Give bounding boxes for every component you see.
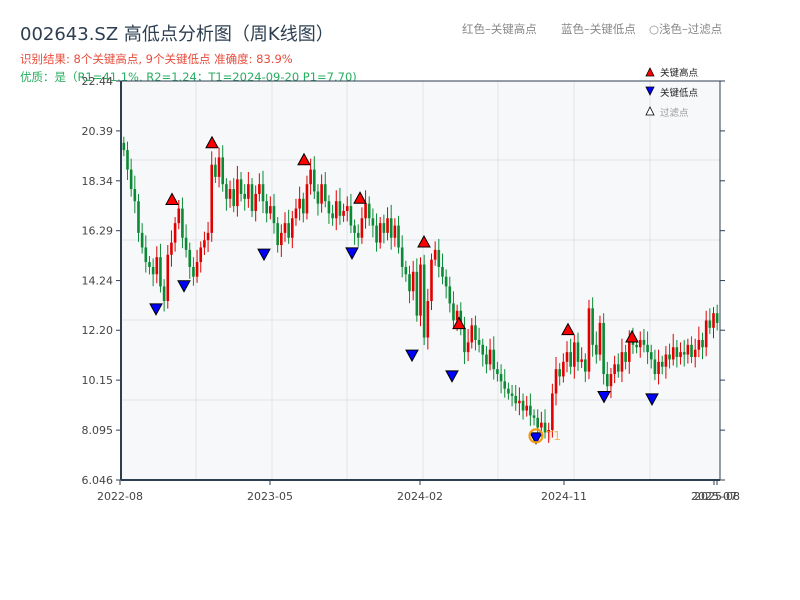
- key-low-marker: [177, 280, 191, 293]
- x-tick-label: 2023-05: [247, 490, 293, 503]
- y-tick-label: 14.24: [82, 275, 114, 288]
- key-high-marker: [165, 192, 179, 205]
- t1-label: T1: [545, 429, 561, 443]
- key-low-marker: [149, 303, 163, 316]
- hint-filtered: ○浅色–过滤点: [649, 22, 723, 36]
- key-low-marker: [445, 370, 459, 383]
- x-tick-label: 2025-08: [694, 490, 740, 503]
- axes: 6.046 8.095 10.15 12.20 14.24 16.29 18.34 20.39…: [82, 75, 740, 503]
- y-tick-label: 6.046: [82, 474, 114, 487]
- key-low-marker: [345, 247, 359, 260]
- legend: 关键高点 关键低点 过滤点: [645, 67, 699, 119]
- y-tick-label: 8.095: [82, 424, 114, 437]
- key-low-marker: [597, 391, 611, 404]
- x-tick-label: 2022-08: [97, 490, 143, 503]
- legend-low-label: 关键低点: [660, 87, 699, 99]
- hint-low: 蓝色–关键低点: [561, 22, 636, 36]
- key-high-marker: [205, 135, 219, 149]
- legend-filtered-label: 过滤点: [660, 107, 689, 119]
- y-tick-label: 16.29: [82, 225, 114, 238]
- y-tick-label: 22.44: [82, 75, 114, 88]
- key-high-marker: [561, 322, 575, 336]
- y-tick-label: 20.39: [82, 125, 114, 138]
- key-low-marker: [405, 349, 419, 363]
- legend-high-label: 关键高点: [660, 67, 699, 79]
- key-high-marker: [417, 234, 431, 248]
- filtered-marker-icon: [645, 106, 655, 116]
- candles: [122, 136, 719, 443]
- key-high-marker: [353, 191, 367, 204]
- hint-high: 红色–关键高点: [462, 22, 537, 36]
- x-tick-label: 2024-02: [397, 490, 443, 503]
- key-low-marker: [529, 432, 543, 445]
- chart-title: 002643.SZ 高低点分析图（周K线图）: [20, 24, 334, 45]
- key-low-marker: [645, 393, 659, 406]
- high-marker-icon: [645, 67, 655, 77]
- x-tick-label: 2025-07: [691, 490, 737, 503]
- x-tick-label: 2024-11: [541, 490, 587, 503]
- key-high-marker: [452, 316, 466, 330]
- key-high-marker: [297, 152, 311, 166]
- key-low-marker: [257, 248, 271, 262]
- t1-ring: [528, 428, 544, 444]
- y-tick-label: 10.15: [82, 374, 114, 387]
- key-high-marker: [625, 329, 639, 343]
- low-marker-icon: [645, 86, 655, 96]
- y-tick-label: 12.20: [82, 324, 114, 337]
- y-tick-label: 18.34: [82, 175, 114, 188]
- pivot-markers: T1: [149, 135, 659, 445]
- result-summary: 识别结果: 8个关键高点, 9个关键低点 准确度: 83.9%: [20, 52, 293, 66]
